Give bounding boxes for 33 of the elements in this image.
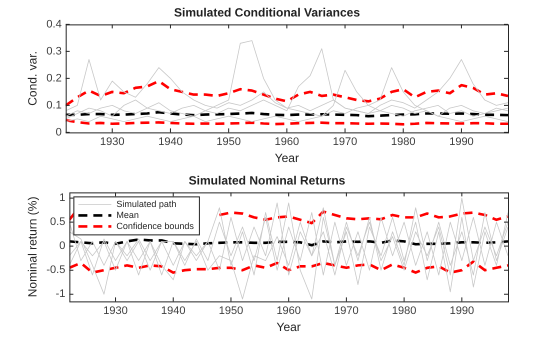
y-tick-label: 0.1 [46, 99, 62, 112]
x-axis-title: Year [276, 320, 301, 334]
y-tick-label: 0 [59, 240, 66, 252]
y-tick-label: 0.2 [46, 72, 62, 84]
x-tick-label: 1990 [450, 305, 474, 318]
y-tick-label: -1 [56, 288, 66, 300]
y-tick-label: 0 [56, 126, 62, 138]
y-tick-label: -0.5 [46, 264, 66, 276]
y-axis-title: Cond. var. [26, 51, 40, 106]
y-tick-label: 0.5 [50, 216, 66, 228]
legend-label: Simulated path [116, 198, 176, 209]
x-tick-label: 1970 [332, 136, 358, 148]
y-axis-title: Nominal return (%) [26, 196, 40, 298]
y-tick-label: 0.3 [46, 45, 62, 58]
x-tick-label: 1940 [158, 136, 183, 148]
x-tick-label: 1940 [161, 305, 186, 318]
x-tick-label: 1970 [334, 305, 359, 318]
x-tick-label: 1950 [218, 305, 244, 318]
legend-label: Confidence bounds [116, 220, 194, 231]
x-tick-label: 1960 [274, 136, 300, 148]
x-tick-label: 1930 [100, 136, 124, 148]
x-tick-label: 1980 [391, 136, 416, 148]
y-tick-label: 1 [59, 192, 66, 204]
y-tick-label: 0.4 [46, 18, 62, 30]
x-axis-title: Year [274, 151, 299, 166]
x-tick-label: 1990 [449, 136, 474, 148]
x-tick-label: 1950 [216, 136, 241, 148]
x-tick-label: 1960 [276, 305, 301, 318]
legend-label: Mean [116, 210, 139, 220]
x-tick-label: 1930 [103, 305, 128, 318]
chart-title: Simulated Conditional Variances [174, 6, 360, 20]
chart-title: Simulated Nominal Returns [188, 174, 346, 188]
x-tick-label: 1980 [392, 305, 416, 318]
